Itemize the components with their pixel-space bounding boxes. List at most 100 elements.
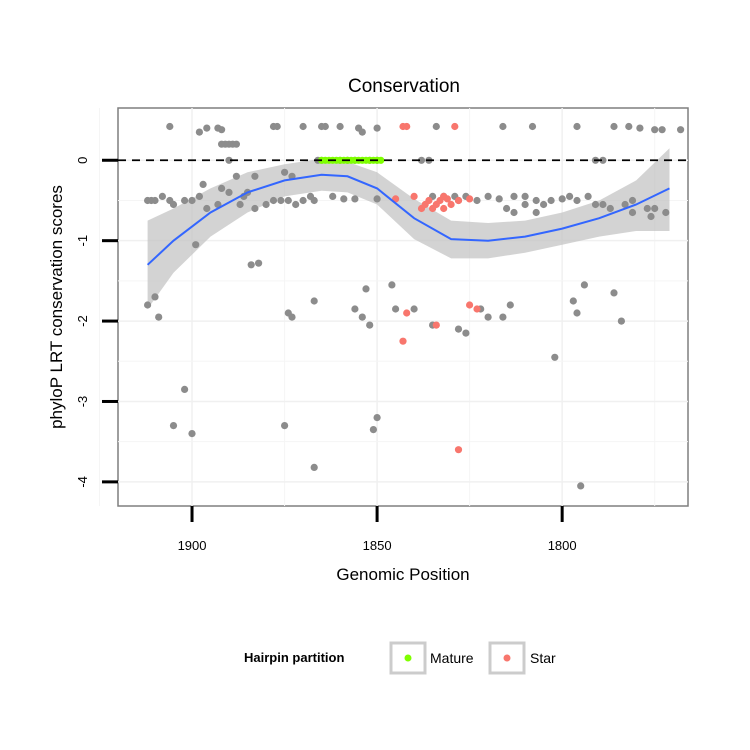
data-point	[528, 122, 537, 131]
data-point	[166, 122, 174, 131]
data-point-star	[399, 337, 407, 345]
y-tick-label: -3	[75, 396, 90, 408]
confidence-band	[147, 148, 670, 309]
data-point-mature	[377, 156, 385, 164]
data-point	[277, 196, 285, 205]
data-point	[262, 200, 270, 209]
data-point	[310, 463, 318, 471]
x-axis-title: Genomic Position	[336, 565, 469, 584]
data-point	[606, 204, 614, 213]
data-point	[321, 122, 329, 131]
data-point-star	[432, 321, 440, 329]
data-point	[236, 200, 244, 209]
data-point	[651, 126, 659, 134]
data-point	[566, 192, 574, 200]
data-point	[214, 200, 222, 209]
data-point	[573, 196, 581, 205]
data-point	[369, 426, 377, 434]
x-tick-label: 1850	[363, 538, 392, 553]
data-point	[569, 297, 577, 305]
data-point	[188, 430, 196, 438]
data-point	[521, 192, 529, 200]
data-point	[255, 259, 263, 267]
data-point	[636, 124, 644, 132]
data-point	[225, 188, 233, 196]
data-point	[203, 204, 211, 213]
data-point	[351, 195, 359, 203]
data-point	[169, 200, 178, 209]
data-point	[599, 156, 607, 164]
plot-panel	[117, 107, 689, 507]
x-tick-label: 1800	[548, 538, 577, 553]
data-point	[373, 195, 381, 203]
data-point-star	[447, 200, 455, 209]
data-point	[573, 122, 581, 131]
data-point	[643, 204, 651, 213]
data-point	[610, 122, 618, 131]
data-point	[214, 124, 222, 132]
y-tick-label: 0	[75, 157, 90, 164]
data-point	[188, 196, 196, 205]
data-point	[547, 196, 555, 205]
data-point-star	[443, 195, 451, 203]
data-point	[225, 156, 233, 164]
data-point-star	[454, 446, 463, 454]
data-point	[329, 192, 337, 200]
data-point	[281, 168, 289, 176]
data-point	[580, 281, 589, 289]
data-point	[144, 301, 152, 309]
data-point	[299, 122, 307, 131]
grid-lines	[98, 108, 688, 506]
data-point	[192, 241, 200, 249]
data-point	[218, 184, 226, 192]
data-point	[392, 305, 400, 313]
data-point	[484, 192, 492, 200]
data-point	[169, 422, 178, 430]
data-point-star	[466, 195, 474, 203]
data-point	[366, 321, 374, 329]
data-point	[158, 192, 166, 200]
data-point	[532, 208, 540, 217]
data-point	[151, 293, 159, 301]
data-point	[251, 204, 259, 213]
data-point	[647, 212, 655, 221]
legend-label-mature: Mature	[430, 650, 474, 666]
data-point	[269, 196, 278, 205]
data-point	[558, 195, 566, 203]
data-point	[506, 301, 514, 309]
data-point-star	[454, 196, 463, 205]
data-point	[625, 122, 633, 131]
data-point	[388, 281, 396, 289]
data-point	[521, 200, 529, 209]
y-tick-label: -4	[75, 476, 90, 488]
data-point	[292, 200, 300, 209]
data-point	[473, 196, 481, 205]
legend-title: Hairpin partition	[244, 650, 344, 665]
data-point	[284, 196, 292, 205]
data-point-star	[410, 192, 418, 200]
smooth-line	[146, 173, 670, 266]
smooth-line-layer	[146, 173, 670, 266]
data-point	[232, 172, 240, 180]
data-point	[591, 200, 600, 209]
data-point	[310, 196, 318, 205]
data-point	[551, 353, 559, 361]
legend-label-star: Star	[530, 650, 556, 666]
data-point-star	[466, 301, 474, 309]
data-point-star	[451, 122, 459, 131]
data-point	[155, 313, 163, 321]
data-point	[203, 124, 211, 132]
data-point	[499, 122, 507, 131]
data-point	[299, 196, 307, 205]
data-point	[358, 313, 366, 321]
data-point	[462, 329, 470, 337]
data-point	[599, 200, 607, 209]
data-point	[499, 313, 507, 321]
points-layer	[144, 122, 685, 490]
legend-swatch-star	[503, 654, 511, 662]
data-point	[417, 156, 426, 164]
data-point	[510, 208, 518, 217]
data-point	[195, 192, 203, 200]
axes-layer: 1900 1850 1800 0 -1 -2 -3 -4	[75, 157, 577, 553]
